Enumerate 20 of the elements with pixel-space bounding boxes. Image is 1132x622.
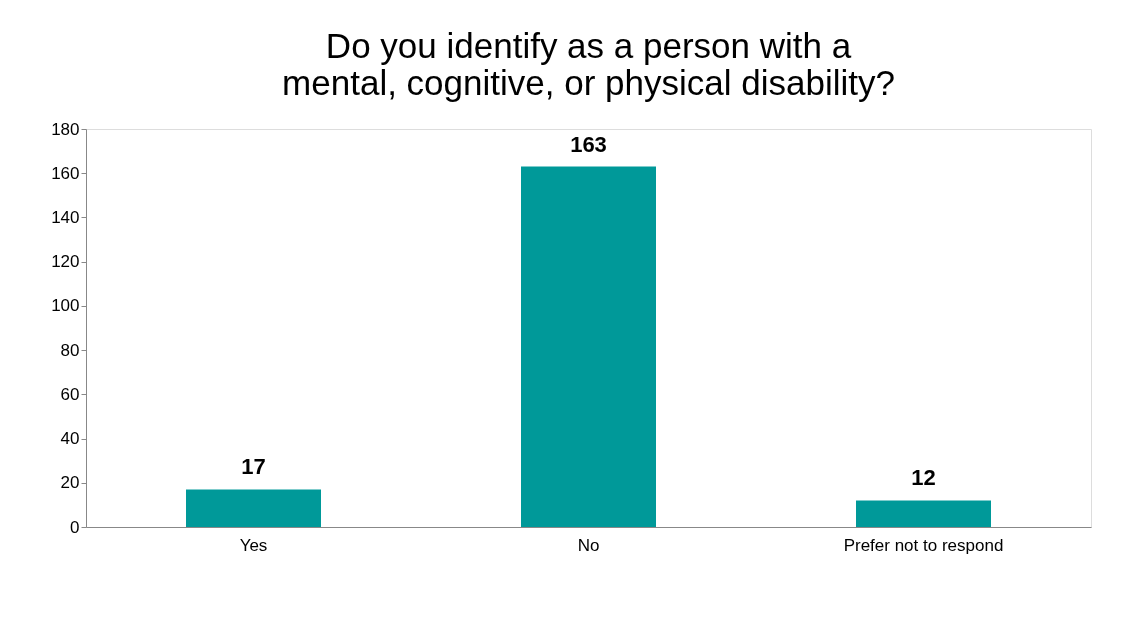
chart-title: Do you identify as a person with a mental, cognitive, or physical disability? [282,26,895,102]
x-tick-label: Yes [239,535,268,555]
bar [856,500,991,527]
y-tick-label: 40 [60,429,80,449]
y-tick-label: 180 [51,119,80,139]
y-tick-label: 60 [60,384,80,404]
y-tick-label: 80 [60,340,80,360]
y-tick-label: 0 [70,517,80,537]
y-tick-label: 140 [51,207,80,227]
y-tick-label: 160 [51,163,80,183]
x-tick-label: No [577,535,600,555]
y-tick-label: 20 [60,473,80,493]
y-tick-label: 100 [51,296,80,316]
y-tick-label: 120 [51,252,80,272]
data-label: 163 [570,131,607,157]
data-label: 17 [241,454,266,480]
bar [186,489,321,527]
bar [521,166,656,527]
data-label: 12 [911,465,936,491]
x-tick-label: Prefer not to respond [843,535,1004,555]
